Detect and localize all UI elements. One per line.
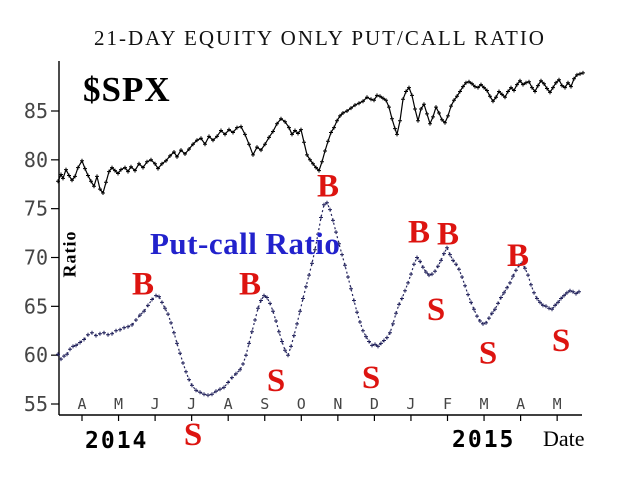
x-tick-label: M xyxy=(553,395,562,413)
x-tick-label: A xyxy=(224,395,233,413)
x-tick-label: J xyxy=(151,395,160,413)
buy-signal-letter: B xyxy=(132,266,154,302)
sell-signal-letter: S xyxy=(267,363,285,399)
x-tick-label: A xyxy=(77,395,86,413)
x-tick-label: M xyxy=(480,395,489,413)
year-label-2014: 2014 xyxy=(85,428,149,454)
y-tick-label: 85 xyxy=(24,99,48,123)
x-tick-label: A xyxy=(516,395,525,413)
y-axis-title: Ratio xyxy=(59,230,80,278)
x-tick-label: J xyxy=(187,395,196,413)
buy-signal-letter: B xyxy=(507,238,529,274)
spx-series-label: $SPX xyxy=(83,70,171,109)
sell-signal-letter: S xyxy=(362,360,380,396)
year-label-2015: 2015 xyxy=(452,427,516,453)
x-tick-label: D xyxy=(370,395,379,413)
x-tick-label: S xyxy=(260,395,269,413)
buy-signal-letter: B xyxy=(317,169,339,205)
buy-signal-letter: B xyxy=(239,266,261,302)
buy-signal-letter: B xyxy=(408,215,430,251)
x-tick-label: F xyxy=(443,395,452,413)
x-tick-label: O xyxy=(297,395,306,413)
spx-markers xyxy=(56,70,585,195)
x-tick-label: M xyxy=(114,395,123,413)
y-tick-label: 60 xyxy=(24,343,48,367)
chart-title: 21-DAY EQUITY ONLY PUT/CALL RATIO xyxy=(94,26,546,50)
sell-signal-letter: S xyxy=(479,336,497,372)
x-tick-label: N xyxy=(333,395,342,413)
y-tick-label: 55 xyxy=(24,392,48,416)
y-tick-label: 80 xyxy=(24,148,48,172)
x-axis-title: Date xyxy=(543,426,585,451)
putcall-series-label: Put-call Ratio xyxy=(150,226,341,261)
sell-signal-letter: S xyxy=(427,292,445,328)
y-tick-label: 65 xyxy=(24,294,48,318)
y-tick-label: 75 xyxy=(24,197,48,221)
putcall-markers xyxy=(56,200,581,398)
sell-signal-letter: S xyxy=(552,323,570,359)
y-tick-label: 70 xyxy=(24,245,48,269)
buy-signal-letter: B xyxy=(437,217,459,253)
sell-signal-letter: S xyxy=(184,417,202,453)
x-tick-label: J xyxy=(406,395,415,413)
